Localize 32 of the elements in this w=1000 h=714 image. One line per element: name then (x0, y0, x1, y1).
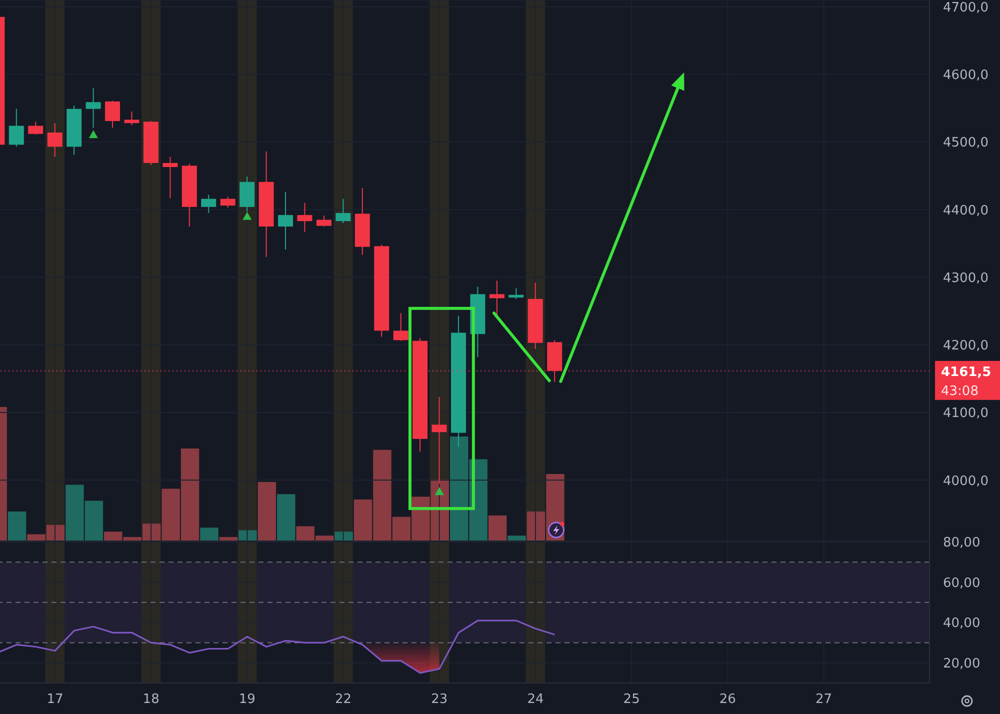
y-tick-label: 4500,0 (943, 136, 988, 151)
x-tick-label: 27 (816, 692, 832, 708)
x-tick-label: 23 (431, 692, 448, 708)
x-tick-label: 25 (623, 692, 640, 708)
bar (334, 532, 353, 541)
x-tick-label: 24 (527, 692, 544, 708)
x-tick-label: 17 (46, 692, 64, 708)
y-tick-label: 60,00 (943, 576, 980, 591)
x-tick-label: 19 (238, 692, 256, 708)
y-tick-label: 4200,0 (943, 338, 988, 354)
y-tick-label: 4300,0 (943, 270, 988, 286)
text: 43:08 (941, 384, 978, 399)
x-tick-label: 22 (335, 692, 352, 708)
bar (8, 512, 26, 541)
y-tick-label: 80,00 (943, 536, 980, 551)
ref-line-label: 4161,5 (941, 364, 992, 380)
y-tick-label: 4100,0 (943, 406, 988, 422)
x-tick-label: 26 (719, 692, 736, 708)
y-tick-label: 40,00 (943, 616, 980, 632)
bar (277, 494, 296, 541)
y-tick-label: 4000,0 (943, 474, 988, 489)
bar (200, 528, 218, 541)
bar (258, 482, 276, 541)
bar (508, 536, 526, 541)
candlestick (162, 156, 178, 198)
bar (488, 516, 507, 541)
x-tick-label: 18 (142, 692, 160, 708)
y-tick-label: 4600,0 (943, 68, 988, 83)
bar (238, 530, 257, 541)
y-tick-label: 4700,0 (943, 0, 988, 16)
y-tick-label: 20,00 (943, 656, 980, 672)
y-tick-label: 4400,0 (943, 203, 988, 218)
